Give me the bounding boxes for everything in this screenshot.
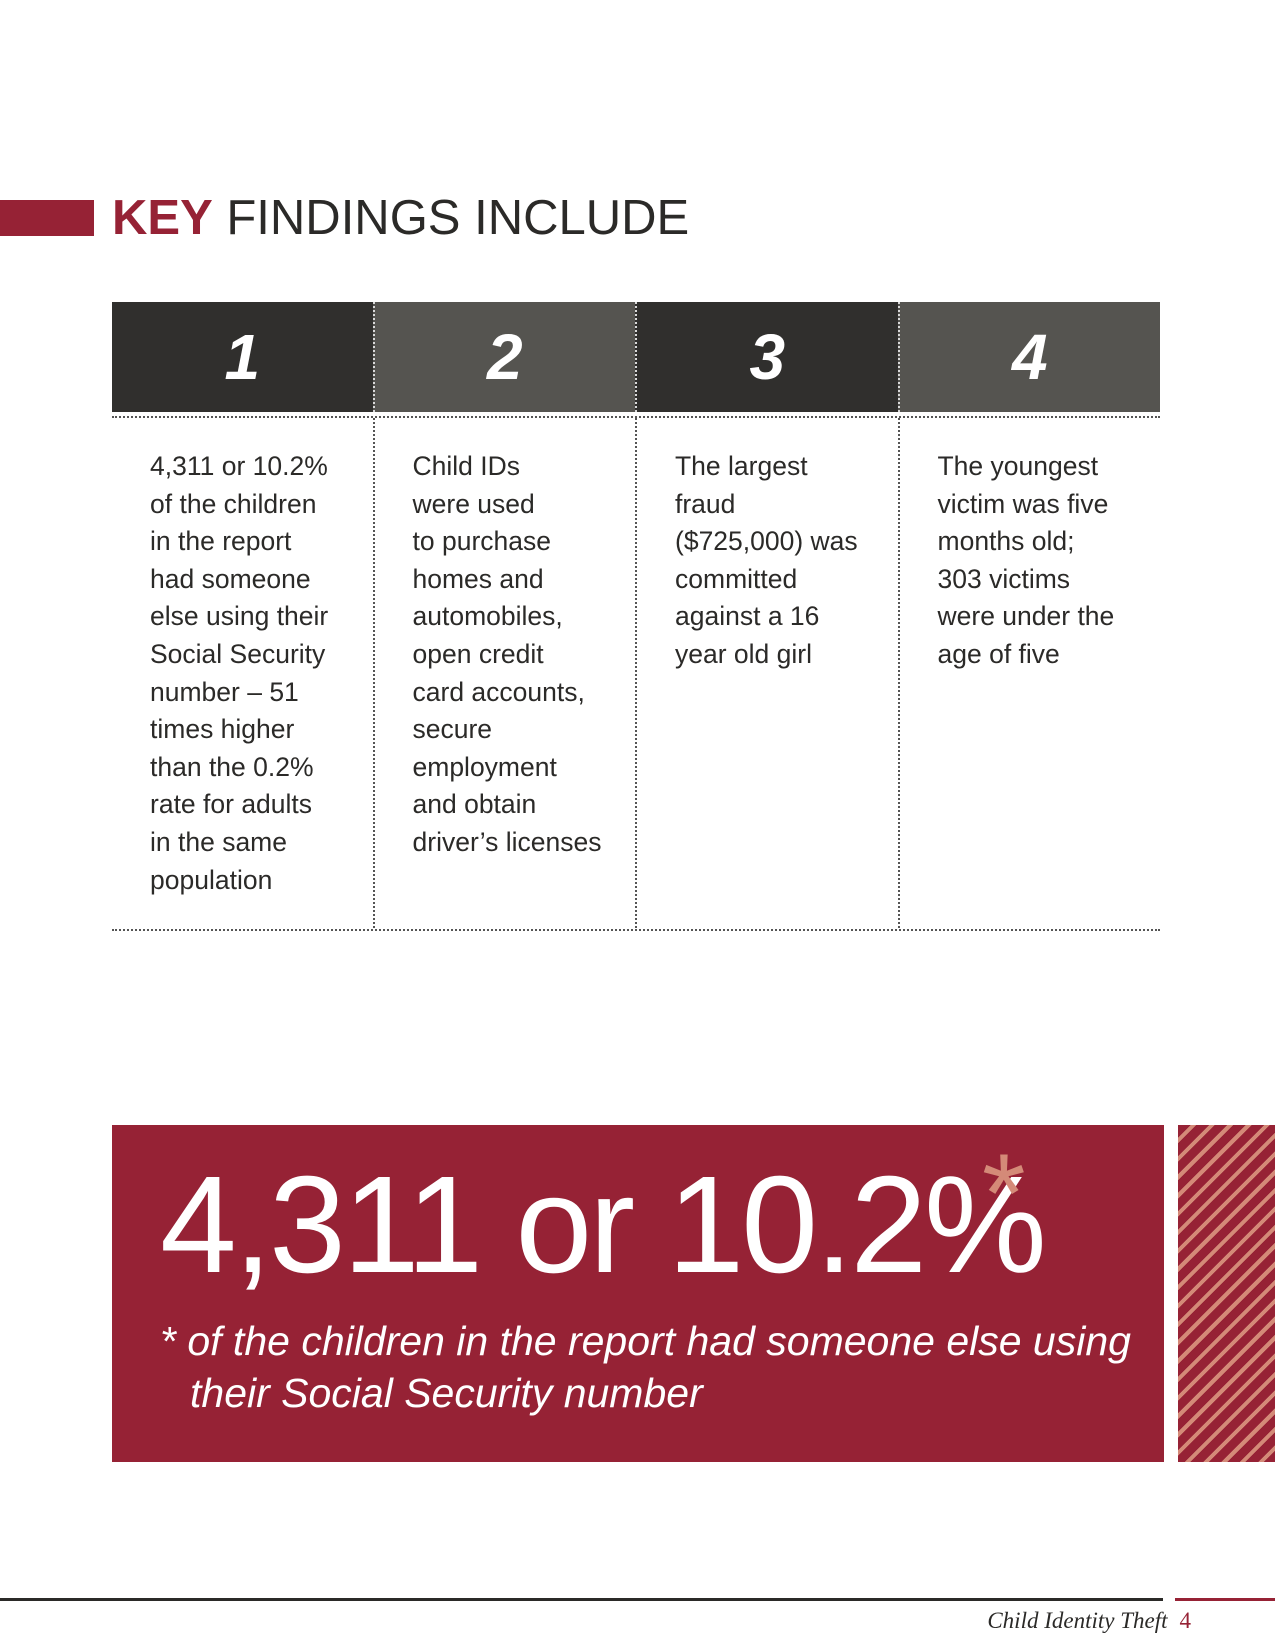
findings-body-row: 4,311 or 10.2% of the children in the re… — [112, 418, 1160, 928]
title-keyword: KEY — [112, 191, 213, 245]
callout-note: * of the children in the report had some… — [160, 1318, 1131, 1416]
stat-callout: 4,311 or 10.2% * * of the children in th… — [112, 1125, 1164, 1462]
finding-number-4: 4 — [897, 302, 1160, 412]
findings-table: 1 2 3 4 4,311 or 10.2% of the children i… — [112, 302, 1160, 928]
stripe-decoration — [1178, 1125, 1275, 1462]
title-rest: FINDINGS INCLUDE — [212, 191, 690, 245]
footer-title: Child Identity Theft — [987, 1608, 1168, 1633]
finding-text-3: The largest fraud ($725,000) was committ… — [635, 418, 898, 928]
findings-header-row: 1 2 3 4 — [112, 302, 1160, 412]
footer-rule-accent — [1175, 1598, 1275, 1601]
findings-top-divider — [112, 416, 1160, 418]
page-footer: Child Identity Theft 4 — [987, 1608, 1191, 1634]
callout-stat: 4,311 or 10.2% — [160, 1148, 1047, 1302]
finding-number-3: 3 — [635, 302, 898, 412]
finding-text-2: Child IDs were used to purchase homes an… — [372, 418, 636, 928]
page-number: 4 — [1179, 1608, 1192, 1633]
page-title: KEY FINDINGS INCLUDE — [112, 188, 689, 248]
finding-text-4: The youngest victim was five months old;… — [897, 418, 1161, 928]
finding-number-2: 2 — [372, 302, 635, 412]
finding-text-1: 4,311 or 10.2% of the children in the re… — [150, 451, 329, 895]
footer-rule — [0, 1598, 1163, 1601]
findings-bottom-divider — [112, 929, 1160, 931]
callout-asterisk: * — [982, 1131, 1026, 1256]
heading-accent-bar — [0, 200, 94, 236]
finding-number-1: 1 — [112, 302, 373, 412]
